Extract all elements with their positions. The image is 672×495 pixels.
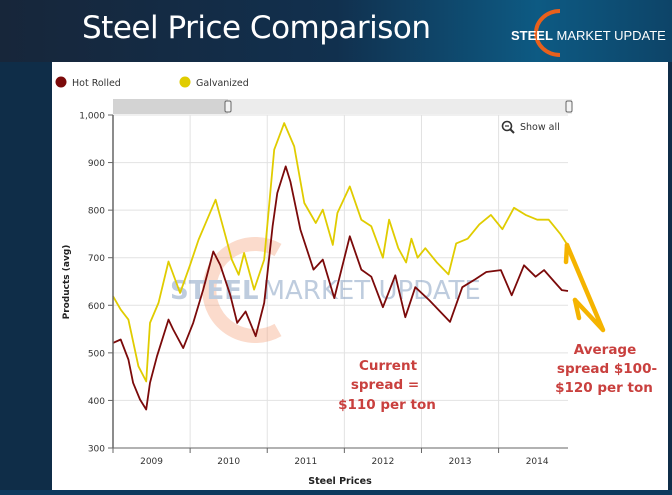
logo-bold-text: STEEL [511, 28, 553, 43]
navigator-right-handle[interactable] [565, 100, 573, 113]
y-tick-label: 600 [88, 302, 105, 312]
y-tick-label: 800 [88, 207, 105, 217]
x-tick-label: 2013 [449, 457, 472, 467]
steel-market-update-logo: STEEL MARKET UPDATE [505, 8, 670, 58]
legend: Hot Rolled Galvanized [55, 76, 249, 90]
watermark-bold: STEEL [170, 276, 259, 306]
svg-text:Current: Current [359, 358, 418, 374]
svg-text:$110 per ton: $110 per ton [338, 397, 436, 413]
current-spread-annotation: Current spread = $110 per ton [338, 358, 436, 413]
legend-item-galvanized[interactable]: Galvanized [179, 76, 249, 90]
legend-marker-galvanized [179, 76, 191, 88]
logo-swoosh-icon [534, 9, 561, 57]
svg-text:spread =: spread = [351, 377, 419, 393]
x-axis-title: Steel Prices [308, 476, 372, 487]
series-line-hot-rolled [112, 165, 569, 411]
y-tick-label: 400 [88, 397, 105, 407]
watermark-swoosh-icon [202, 237, 282, 343]
navigator-masked-range [113, 99, 228, 114]
svg-text:spread $100-: spread $100- [557, 361, 657, 377]
svg-text:$120 per ton: $120 per ton [555, 380, 653, 396]
watermark-rest: MARKET UPDATE [263, 276, 481, 306]
x-tick-label: 2010 [217, 457, 240, 467]
show-all-label: Show all [520, 122, 560, 133]
spread-arrow-icon [563, 242, 606, 333]
y-tick-label: 700 [88, 254, 105, 264]
y-axis-title: Products (avg) [62, 245, 72, 320]
range-navigator[interactable] [113, 99, 573, 114]
legend-marker-hot-rolled [55, 76, 67, 88]
legend-label-hot-rolled: Hot Rolled [72, 78, 121, 89]
legend-item-hot-rolled[interactable]: Hot Rolled [55, 76, 121, 90]
x-tick-label: 2014 [526, 457, 549, 467]
legend-label-galvanized: Galvanized [196, 78, 249, 89]
x-tick-label: 2011 [294, 457, 317, 467]
series-line-galvanized [112, 122, 569, 383]
show-all-button[interactable]: Show all [501, 120, 560, 134]
y-tick-label: 500 [88, 349, 105, 359]
slide-header: Steel Price Comparison STEEL MARKET UPDA… [0, 0, 672, 62]
series-layer [112, 122, 569, 411]
y-tick-label: 900 [88, 159, 105, 169]
x-tick-label: 2009 [140, 457, 163, 467]
y-tick-label: 300 [88, 445, 105, 455]
slide-footer [0, 490, 672, 495]
axes: 300 400 500 600 700 800 900 1,000 2009 2010 2011 20… [79, 112, 568, 467]
navigator-left-handle[interactable] [224, 100, 232, 113]
watermark-logo: STEEL MARKET UPDATE [170, 237, 481, 343]
logo-rest-text: MARKET UPDATE [552, 28, 666, 43]
y-tick-label: 1,000 [79, 112, 105, 122]
chart-panel [52, 62, 668, 490]
svg-text:Average: Average [574, 342, 637, 358]
slide-title: Steel Price Comparison [82, 10, 431, 46]
zoom-out-icon [501, 120, 513, 132]
x-tick-label: 2012 [371, 457, 394, 467]
average-spread-annotation: Average spread $100- $120 per ton [555, 342, 657, 396]
